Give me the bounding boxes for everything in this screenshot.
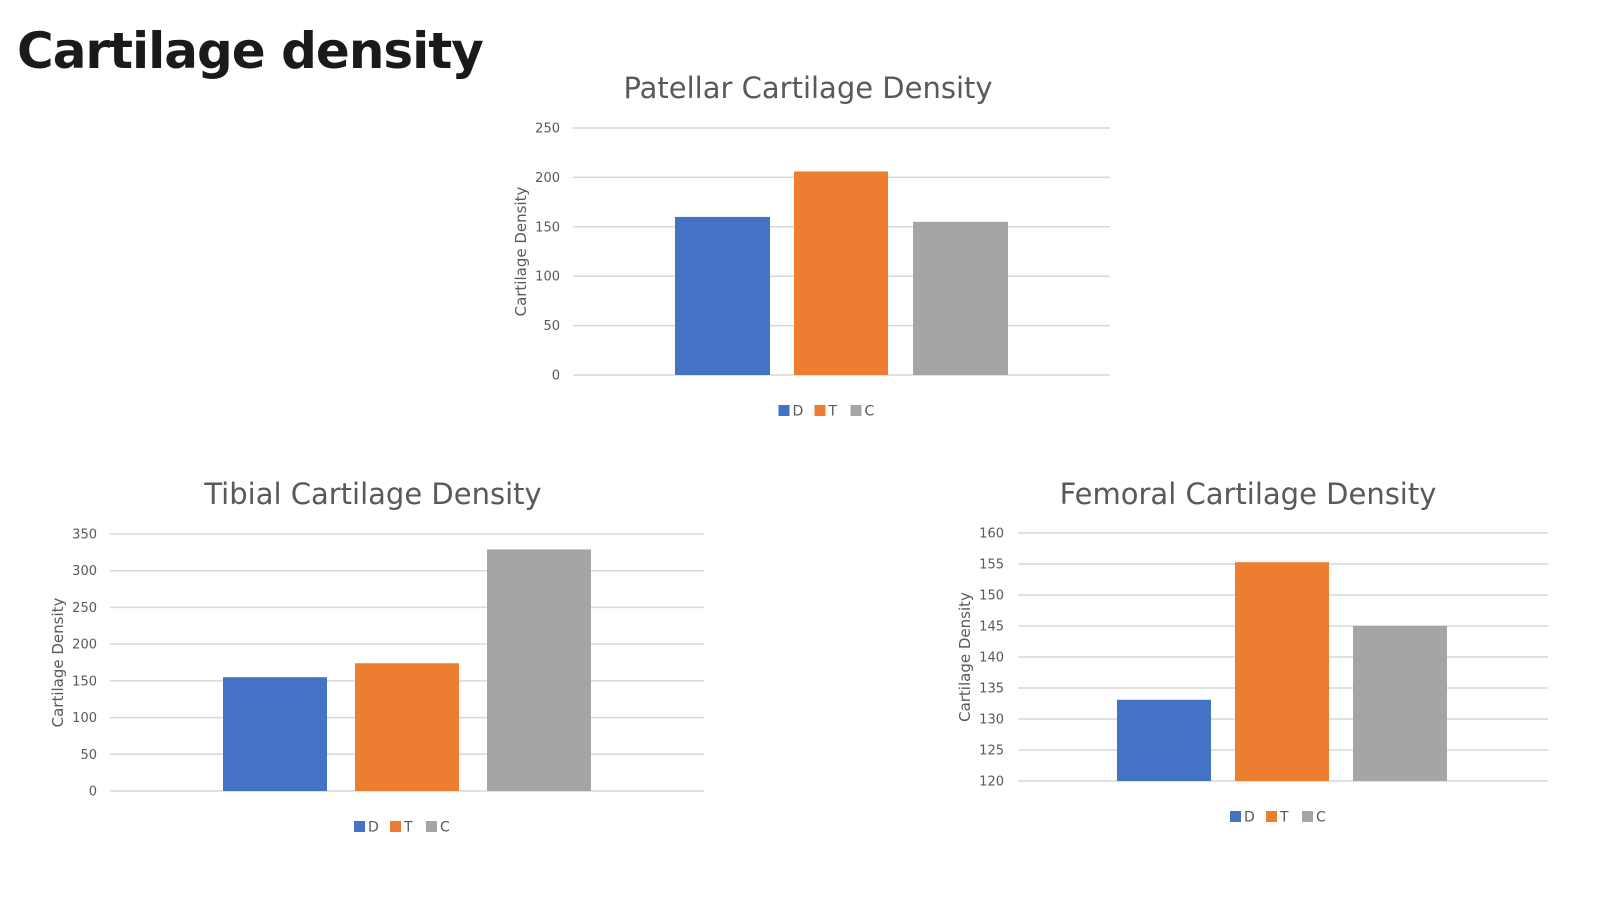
y-tick-label: 155 xyxy=(979,558,1004,573)
y-tick-label: 300 xyxy=(72,564,97,579)
y-tick-label: 100 xyxy=(72,711,97,726)
y-axis-label: Cartilage Density xyxy=(49,597,67,727)
legend-label: D xyxy=(1244,810,1255,826)
legend-swatch-C xyxy=(1302,811,1313,822)
legend-swatch-C xyxy=(426,821,437,832)
bar-T xyxy=(355,663,459,791)
chart-title: Patellar Cartilage Density xyxy=(623,71,992,105)
y-tick-label: 100 xyxy=(535,270,560,285)
y-tick-label: 350 xyxy=(72,528,97,543)
legend-label: T xyxy=(403,820,413,836)
chart-femoral: Femoral Cartilage Density 120 125 130 135 140… xyxy=(956,477,1548,826)
y-tick-label: 200 xyxy=(72,638,97,653)
bar-C xyxy=(1353,626,1447,781)
legend-label: T xyxy=(1279,810,1289,826)
chart-title: Tibial Cartilage Density xyxy=(203,477,541,511)
y-tick-label: 50 xyxy=(80,748,97,763)
y-tick-label: 250 xyxy=(535,122,560,137)
legend-label: D xyxy=(368,820,379,836)
y-axis-label: Cartilage Density xyxy=(512,186,530,316)
legend-swatch-T xyxy=(390,821,401,832)
y-tick-label: 135 xyxy=(979,682,1004,697)
bar-C xyxy=(487,549,591,791)
legend-label: C xyxy=(1316,810,1326,826)
bar-C xyxy=(913,221,1008,375)
y-tick-label: 150 xyxy=(535,220,560,235)
y-tick-label: 120 xyxy=(979,775,1004,790)
y-tick-label: 0 xyxy=(552,369,560,384)
y-tick-label: 0 xyxy=(89,785,97,800)
y-tick-label: 145 xyxy=(979,620,1004,635)
bar-D xyxy=(1117,699,1211,781)
chart-patellar: Patellar Cartilage Density 0 50 100 150 200 25… xyxy=(512,71,1110,420)
legend-swatch-D xyxy=(354,821,365,832)
legend-swatch-T xyxy=(814,405,826,416)
y-tick-label: 130 xyxy=(979,713,1004,728)
bar-T xyxy=(794,171,888,375)
y-axis-label: Cartilage Density xyxy=(956,592,974,722)
legend-label: T xyxy=(828,404,838,420)
slide-title: Cartilage density xyxy=(17,22,484,80)
chart-tibial: Tibial Cartilage Density 0 50 100 150 200 250 3… xyxy=(49,477,704,836)
legend-swatch-D xyxy=(778,405,790,416)
y-tick-label: 200 xyxy=(535,171,560,186)
bar-D xyxy=(675,216,770,375)
legend-label: D xyxy=(793,404,804,420)
y-tick-label: 160 xyxy=(979,527,1004,542)
legend-swatch-C xyxy=(850,405,862,416)
bar-T xyxy=(1235,562,1329,781)
chart-title: Femoral Cartilage Density xyxy=(1060,477,1437,511)
y-tick-label: 150 xyxy=(979,589,1004,604)
legend-label: C xyxy=(865,404,875,420)
y-tick-label: 150 xyxy=(72,674,97,689)
y-tick-label: 125 xyxy=(979,744,1004,759)
legend-label: C xyxy=(440,820,450,836)
legend-swatch-T xyxy=(1266,811,1277,822)
y-tick-label: 250 xyxy=(72,601,97,616)
bar-D xyxy=(223,677,327,791)
y-tick-label: 140 xyxy=(979,651,1004,666)
y-tick-label: 50 xyxy=(543,319,560,334)
legend-swatch-D xyxy=(1230,811,1241,822)
